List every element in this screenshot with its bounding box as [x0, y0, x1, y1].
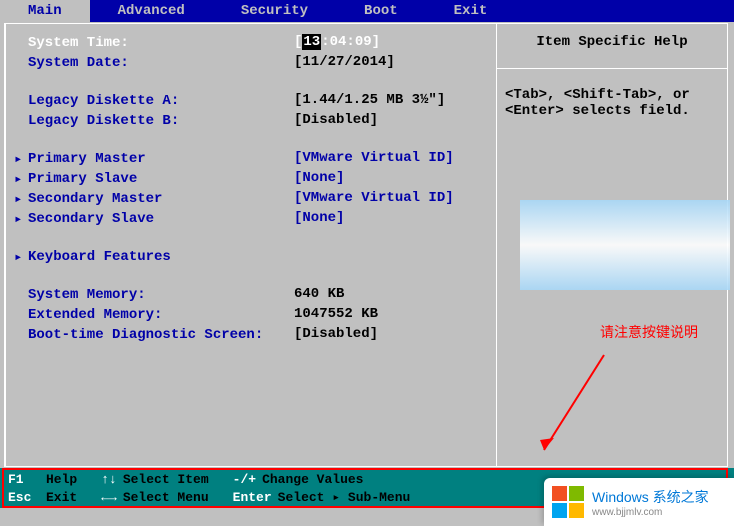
secondary-master-label: Secondary Master [28, 191, 162, 207]
primary-master-label: Primary Master [28, 151, 146, 167]
help-title: Item Specific Help [505, 34, 719, 50]
diskette-a-label: Legacy Diskette A: [28, 93, 179, 109]
diskette-a-value: [1.44/1.25 MB 3½"] [294, 92, 445, 110]
label-change-values: Change Values [262, 472, 363, 487]
triangle-icon: ▸ [14, 211, 28, 228]
tab-main[interactable]: Main [0, 0, 90, 22]
main-panel: System Time: [13:04:09] System Date: [11… [4, 23, 496, 467]
secondary-master-value: [VMware Virtual ID] [294, 190, 454, 208]
diskette-b-value: [Disabled] [294, 112, 378, 130]
system-date-value: [11/27/2014] [294, 54, 395, 72]
system-memory-value: 640 KB [294, 286, 344, 304]
triangle-icon: ▸ [14, 249, 28, 266]
watermark-badge: Windows 系统之家 www.bjjmlv.com [544, 478, 734, 526]
secondary-slave-label: Secondary Slave [28, 211, 154, 227]
bios-setup-screen: Main Advanced Security Boot Exit System … [0, 0, 734, 526]
diskette-b-label: Legacy Diskette B: [28, 113, 179, 129]
primary-master-value: [VMware Virtual ID] [294, 150, 454, 168]
label-select-menu: Select Menu [123, 490, 209, 505]
key-leftright: ←→ [101, 490, 117, 505]
key-plusminus: -/+ [233, 472, 256, 487]
primary-slave-label: Primary Slave [28, 171, 137, 187]
system-time-label: System Time: [28, 35, 129, 51]
row-diskette-b[interactable]: Legacy Diskette B: [Disabled] [14, 112, 488, 130]
annotation-text: 请注意按键说明 [600, 322, 698, 342]
boot-diag-label: Boot-time Diagnostic Screen: [28, 327, 263, 343]
keyboard-features-label: Keyboard Features [28, 249, 171, 265]
row-boot-diag[interactable]: Boot-time Diagnostic Screen: [Disabled] [14, 326, 488, 344]
tab-boot[interactable]: Boot [336, 0, 426, 22]
key-f1: F1 [8, 472, 40, 487]
row-system-memory: System Memory: 640 KB [14, 286, 488, 304]
extended-memory-label: Extended Memory: [28, 307, 162, 323]
tab-advanced[interactable]: Advanced [90, 0, 213, 22]
row-secondary-master[interactable]: ▸Secondary Master [VMware Virtual ID] [14, 190, 488, 208]
badge-title: Windows 系统之家 [592, 487, 709, 507]
row-system-time[interactable]: System Time: [13:04:09] [14, 34, 488, 52]
watermark-graphic [520, 200, 730, 290]
system-date-label: System Date: [28, 55, 129, 71]
key-updown: ↑↓ [101, 472, 117, 487]
help-text-line2: <Enter> selects field. [505, 103, 719, 119]
row-system-date[interactable]: System Date: [11/27/2014] [14, 54, 488, 72]
row-diskette-a[interactable]: Legacy Diskette A: [1.44/1.25 MB 3½"] [14, 92, 488, 110]
windows-logo-icon [552, 486, 584, 518]
tab-security[interactable]: Security [213, 0, 336, 22]
triangle-icon: ▸ [14, 151, 28, 168]
tab-bar: Main Advanced Security Boot Exit [0, 0, 734, 22]
system-memory-label: System Memory: [28, 287, 146, 303]
primary-slave-value: [None] [294, 170, 344, 188]
key-enter: Enter [233, 490, 272, 505]
label-select-item: Select Item [123, 472, 209, 487]
row-extended-memory: Extended Memory: 1047552 KB [14, 306, 488, 324]
badge-url: www.bjjmlv.com [592, 507, 709, 518]
label-help: Help [46, 472, 77, 487]
label-select-submenu: Select ▸ Sub-Menu [278, 490, 411, 505]
system-time-rest: :04:09] [321, 34, 380, 50]
row-primary-slave[interactable]: ▸Primary Slave [None] [14, 170, 488, 188]
arrow-icon [534, 350, 614, 460]
secondary-slave-value: [None] [294, 210, 344, 228]
row-keyboard-features[interactable]: ▸Keyboard Features [14, 248, 488, 266]
boot-diag-value: [Disabled] [294, 326, 378, 344]
triangle-icon: ▸ [14, 171, 28, 188]
tab-exit[interactable]: Exit [426, 0, 516, 22]
key-esc: Esc [8, 490, 40, 505]
extended-memory-value: 1047552 KB [294, 306, 378, 324]
row-primary-master[interactable]: ▸Primary Master [VMware Virtual ID] [14, 150, 488, 168]
row-secondary-slave[interactable]: ▸Secondary Slave [None] [14, 210, 488, 228]
help-text-line1: <Tab>, <Shift-Tab>, or [505, 87, 719, 103]
triangle-icon: ▸ [14, 191, 28, 208]
system-time-hours[interactable]: 13 [302, 34, 321, 50]
label-exit: Exit [46, 490, 77, 505]
help-divider [497, 68, 727, 69]
